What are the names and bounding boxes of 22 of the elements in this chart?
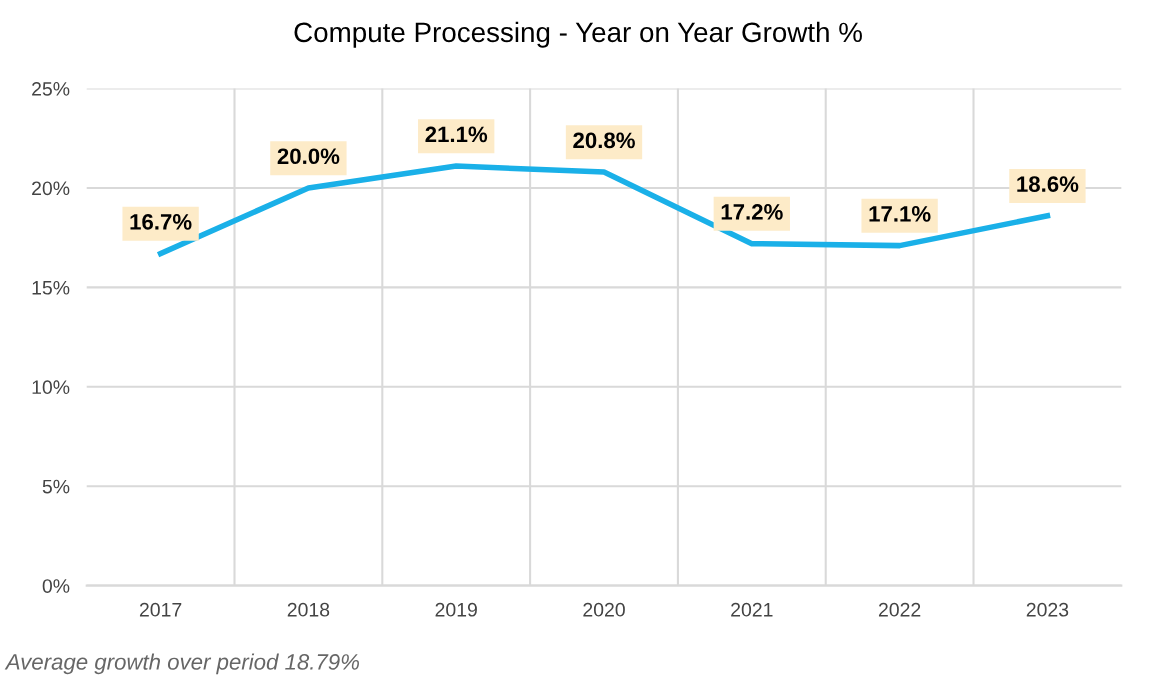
data-label: 21.1% [425,126,488,143]
x-tick-label: 2018 [287,602,330,617]
y-tick-label: 0% [42,579,70,593]
data-label: 17.1% [869,206,931,222]
y-tick-label: 5% [42,479,70,494]
data-label: 16.7% [130,214,192,230]
text: Average growth over period 18.79% [4,653,359,675]
x-tick-label: 2017 [139,602,182,617]
chart-title: Compute Processing - Year on Year Growth % [294,21,862,48]
data-label: 17.2% [721,204,783,220]
data-label: 18.6% [1017,176,1079,192]
data-label: 20.0% [277,148,340,165]
x-tick-label: 2020 [583,602,625,617]
x-tick-label: 2022 [878,602,921,617]
x-tick-label: 2023 [1026,602,1069,617]
x-tick-label: 2021 [731,602,773,617]
y-tick-label: 10% [32,380,70,395]
y-tick-label: 15% [32,280,70,295]
data-label: 20.8% [573,132,635,149]
x-tick-label: 2019 [435,602,477,617]
y-tick-label: 20% [32,181,70,196]
y-tick-label: 25% [32,82,70,96]
